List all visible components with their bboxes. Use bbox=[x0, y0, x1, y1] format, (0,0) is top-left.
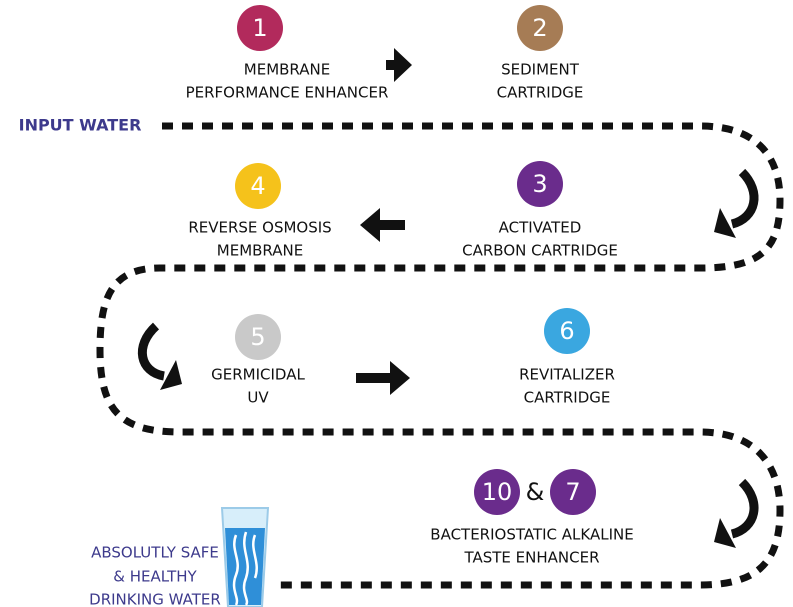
step-label: REVERSE OSMOSIS bbox=[188, 219, 331, 237]
output-label: ABSOLUTLY SAFE bbox=[91, 544, 219, 562]
step-label: TASTE ENHANCER bbox=[463, 549, 599, 567]
step-label: MEMBRANE bbox=[244, 61, 330, 79]
step-label: CARTRIDGE bbox=[524, 389, 611, 407]
output-label: & HEALTHY bbox=[113, 568, 197, 586]
step-label: MEMBRANE bbox=[217, 242, 303, 260]
step-number: 5 bbox=[250, 323, 265, 351]
step-label: REVITALIZER bbox=[519, 366, 615, 384]
step-number: 3 bbox=[532, 170, 547, 198]
step-number: 4 bbox=[250, 172, 265, 200]
output-label: DRINKING WATER bbox=[89, 591, 221, 607]
step-label: ACTIVATED bbox=[499, 219, 582, 237]
step-number: 10 bbox=[482, 478, 513, 506]
step-joiner: & bbox=[526, 478, 545, 506]
step-label: CARBON CARTRIDGE bbox=[462, 242, 618, 260]
step-number: 6 bbox=[559, 317, 574, 345]
step-label: BACTERIOSTATIC ALKALINE bbox=[430, 526, 633, 544]
flow-path bbox=[100, 126, 780, 585]
step-label: PERFORMANCE ENHANCER bbox=[186, 84, 389, 102]
diagram: INPUT WATER 1 MEMBRANE PERFORMANCE ENHAN… bbox=[0, 0, 793, 607]
input-label: INPUT WATER bbox=[19, 116, 142, 135]
step-label: GERMICIDAL bbox=[211, 366, 305, 384]
step-number: 7 bbox=[565, 478, 580, 506]
water-glass bbox=[222, 508, 268, 607]
step-label: SEDIMENT bbox=[501, 61, 580, 79]
step-number: 2 bbox=[532, 14, 547, 42]
step-number: 1 bbox=[252, 14, 267, 42]
step-label: UV bbox=[247, 389, 269, 407]
step-label: CARTRIDGE bbox=[497, 84, 584, 102]
